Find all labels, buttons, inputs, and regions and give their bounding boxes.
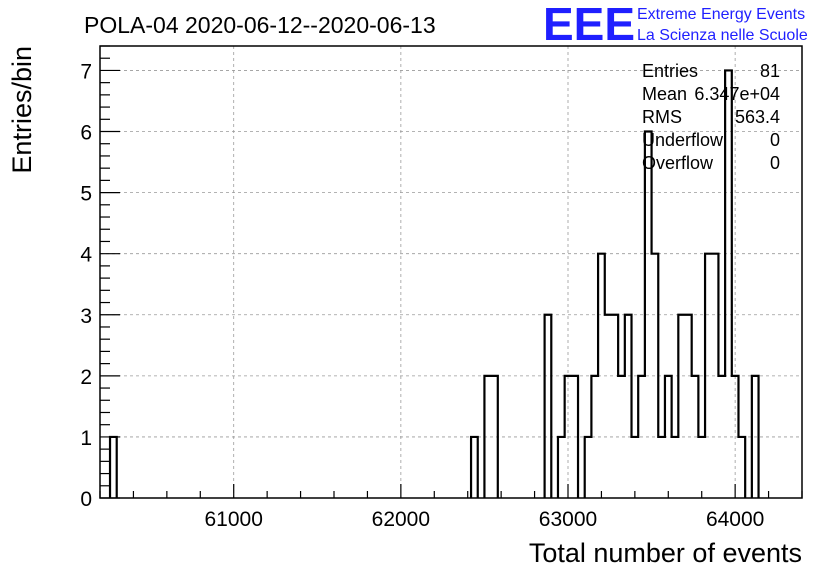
- logo-line-2: La Scienza nelle Scuole: [637, 27, 808, 44]
- histogram-bin: [632, 437, 639, 498]
- stats-value: 0: [770, 130, 780, 150]
- histogram-bin: [738, 437, 745, 498]
- histogram-bin: [558, 437, 565, 498]
- histogram-bin: [591, 376, 598, 498]
- stats-value: 6.347e+04: [694, 84, 780, 104]
- histogram-bin: [110, 437, 117, 498]
- y-tick-label: 1: [80, 427, 92, 450]
- x-axis-label: Total number of events: [529, 538, 802, 568]
- histogram-bin: [712, 254, 719, 498]
- histogram-bin: [618, 376, 625, 498]
- logo-line-1: Extreme Energy Events: [637, 6, 805, 23]
- plot-frame: [99, 45, 803, 499]
- x-tick-label: 64000: [706, 508, 764, 531]
- histogram-bin: [672, 437, 679, 498]
- y-tick-label: 2: [80, 366, 92, 389]
- y-axis-label: Entries/bin: [7, 46, 37, 174]
- histogram-bin: [471, 437, 478, 498]
- logo-letters: EEE: [543, 0, 635, 50]
- y-tick-label: 0: [80, 488, 92, 511]
- x-tick-label: 61000: [205, 508, 263, 531]
- histogram-bin: [705, 254, 712, 498]
- y-tick-label: 4: [80, 244, 92, 267]
- histogram-bin: [611, 315, 618, 498]
- stats-value: 563.4: [735, 107, 780, 127]
- stats-label: RMS: [642, 107, 682, 127]
- histogram-bin: [638, 376, 645, 498]
- histogram-bin: [645, 132, 652, 498]
- histogram-bin: [571, 376, 578, 498]
- histogram-bin: [565, 376, 572, 498]
- stats-value: 0: [770, 153, 780, 173]
- chart-title: POLA-04 2020-06-12--2020-06-13: [84, 12, 436, 38]
- y-tick-label: 5: [80, 183, 92, 206]
- stats-label: Overflow: [642, 153, 714, 173]
- histogram-bin: [692, 376, 699, 498]
- histogram-bin: [605, 315, 612, 498]
- y-tick-label: 7: [80, 60, 92, 83]
- histogram-bin: [718, 376, 725, 498]
- histogram-bin: [685, 315, 692, 498]
- histogram-bin: [625, 315, 632, 498]
- histogram-bin: [484, 376, 491, 498]
- histogram-bin: [585, 437, 592, 498]
- histogram-bin: [752, 376, 759, 498]
- stats-value: 81: [760, 61, 780, 81]
- histogram-bin: [725, 70, 732, 498]
- stats-label: Entries: [642, 61, 698, 81]
- stats-box: Entries 81 Mean 6.347e+04 RMS 563.4 Underflow 0…: [642, 61, 780, 173]
- histogram-bin: [545, 315, 552, 498]
- y-tick-label: 3: [80, 305, 92, 328]
- x-tick-label: 63000: [539, 508, 597, 531]
- grid-lines: [100, 46, 802, 498]
- axis-ticks: 61000 62000 63000 64000 0 1 2 3 4 5 6 7: [80, 45, 803, 531]
- stats-label: Underflow: [642, 130, 724, 150]
- x-tick-label: 62000: [372, 508, 430, 531]
- histogram-bin: [678, 315, 685, 498]
- histogram-bin: [598, 254, 605, 498]
- stats-label: Mean: [642, 84, 687, 104]
- histogram-bin: [665, 376, 672, 498]
- y-tick-label: 6: [80, 122, 92, 145]
- histogram-bin: [491, 376, 498, 498]
- histogram-bin: [658, 437, 665, 498]
- histogram-bin: [698, 437, 705, 498]
- histogram-bin: [732, 376, 739, 498]
- histogram-bin: [652, 254, 659, 498]
- eee-logo: EEE Extreme Energy Events La Scienza nel…: [543, 0, 808, 50]
